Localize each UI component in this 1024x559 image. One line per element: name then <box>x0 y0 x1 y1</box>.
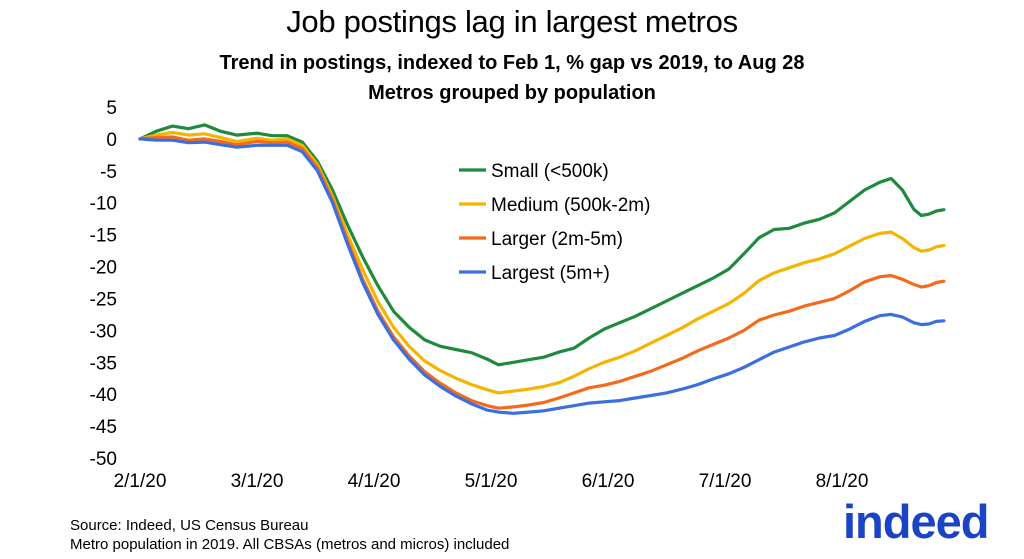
legend-label: Small (<500k) <box>491 161 609 182</box>
x-tick-label: 6/1/20 <box>582 471 635 492</box>
series-line-2 <box>138 130 946 395</box>
y-tick-label: -15 <box>90 226 117 247</box>
x-tick-label: 7/1/20 <box>699 471 752 492</box>
x-axis: 2/1/20 3/1/20 4/1/20 5/1/20 6/1/20 7/1/20 8/1/… <box>114 471 869 492</box>
y-tick-label: -40 <box>90 385 117 406</box>
y-axis: 5 0 -5 -10 -15 -20 -25 -30 -35 -40 -45 -50 <box>90 98 117 470</box>
legend-label: Larger (2m-5m) <box>491 229 623 250</box>
indeed-logo: indeed <box>843 495 989 548</box>
legend-label: Medium (500k-2m) <box>491 195 650 216</box>
series-line-4 <box>138 137 946 415</box>
series-lines <box>138 123 946 415</box>
y-tick-label: -45 <box>90 417 117 438</box>
series-line-3 <box>138 135 946 410</box>
x-tick-label: 4/1/20 <box>348 471 401 492</box>
x-tick-label: 5/1/20 <box>465 471 518 492</box>
chart-title: Job postings lag in largest metros <box>286 4 738 39</box>
subtitle-line-2: Metros grouped by population <box>368 82 656 104</box>
y-tick-label: -50 <box>90 449 117 470</box>
y-tick-label: -5 <box>100 162 117 183</box>
chart-subtitle: Trend in postings, indexed to Feb 1, % g… <box>0 48 1024 108</box>
y-tick-label: 5 <box>106 98 117 119</box>
subtitle-line-1: Trend in postings, indexed to Feb 1, % g… <box>219 52 805 74</box>
y-tick-label: -30 <box>90 321 117 342</box>
line-chart: 5 0 -5 -10 -15 -20 -25 -30 -35 -40 -45 -50 2/1/20 3/… <box>90 98 946 492</box>
x-tick-label: 2/1/20 <box>114 471 167 492</box>
y-tick-label: 0 <box>106 130 117 151</box>
x-tick-label: 3/1/20 <box>231 471 284 492</box>
y-tick-label: -35 <box>90 353 117 374</box>
population-note: Metro population in 2019. All CBSAs (met… <box>70 536 510 553</box>
legend-label: Largest (5m+) <box>491 263 610 284</box>
x-tick-label: 8/1/20 <box>816 471 869 492</box>
legend: Small (<500k) Medium (500k-2m) Larger (2m-… <box>459 161 650 284</box>
footer: Source: Indeed, US Census Bureau Metro p… <box>70 516 509 554</box>
y-tick-label: -25 <box>90 289 117 310</box>
y-tick-label: -20 <box>90 258 117 279</box>
source-note: Source: Indeed, US Census Bureau <box>70 517 309 534</box>
y-tick-label: -10 <box>90 194 117 215</box>
series-line-1 <box>138 123 946 367</box>
